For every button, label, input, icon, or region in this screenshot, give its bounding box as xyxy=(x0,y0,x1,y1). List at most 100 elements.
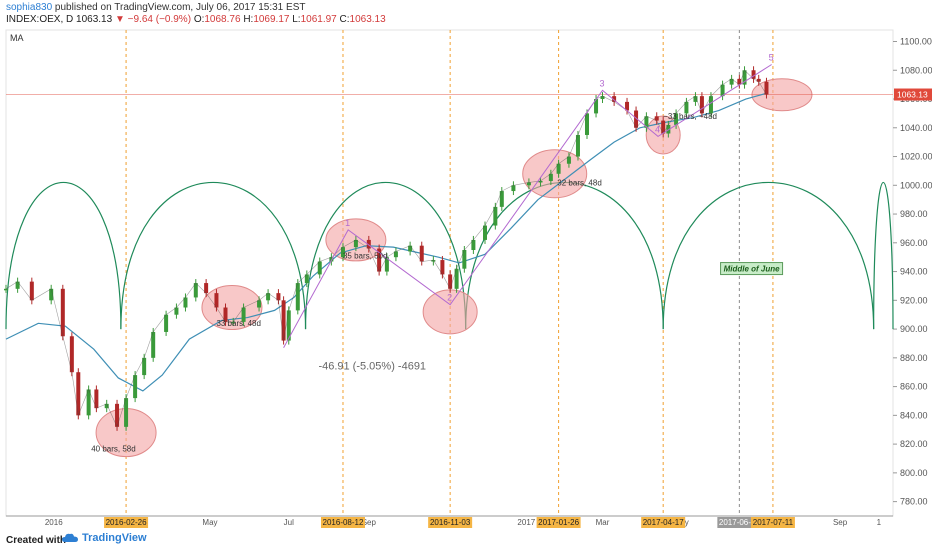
price-candle xyxy=(737,78,742,85)
annotation-label: 32 bars, 48d xyxy=(557,178,601,187)
price-candle xyxy=(708,96,713,114)
y-tick-label: 820.00 xyxy=(900,439,928,449)
symbol-label[interactable]: INDEX:OEX, D xyxy=(6,14,74,25)
price-candle xyxy=(317,261,322,275)
cycle-arc xyxy=(873,182,894,330)
date-marker-badge xyxy=(641,517,686,528)
price-candle xyxy=(124,398,129,427)
price-candle xyxy=(699,96,704,114)
open-value: 1068.76 xyxy=(204,14,241,25)
price-candle xyxy=(257,300,262,308)
price-candle xyxy=(756,78,761,82)
low-value: 1061.97 xyxy=(300,14,337,25)
price-candle xyxy=(499,191,504,207)
price-candle xyxy=(104,403,109,409)
price-candle xyxy=(612,96,617,102)
price-candle xyxy=(440,260,445,275)
price-candle xyxy=(729,78,734,85)
price-candle xyxy=(4,288,8,291)
y-tick-label: 860.00 xyxy=(900,382,928,392)
price-candle xyxy=(408,245,413,252)
date-marker-label: 2016-02-26 xyxy=(106,518,147,527)
price-candle xyxy=(751,70,756,79)
price-candle xyxy=(625,101,630,111)
price-candle xyxy=(693,96,698,102)
x-tick-label: Jul xyxy=(284,518,294,527)
price-candle xyxy=(493,206,498,226)
price-candle xyxy=(511,185,516,192)
price-candle xyxy=(377,248,382,272)
last-price-value: 1063.13 xyxy=(76,14,113,25)
date-marker-badge xyxy=(750,517,795,528)
x-tick-label: Sep xyxy=(362,518,377,527)
price-candle xyxy=(661,120,666,134)
tradingview-logo[interactable]: TradingView xyxy=(62,532,147,544)
indicator-label: MA xyxy=(10,33,24,43)
price-candle xyxy=(151,331,156,358)
date-marker-label: 2016-08-12 xyxy=(323,518,364,527)
price-candle xyxy=(286,310,291,341)
price-candle xyxy=(60,288,65,337)
y-tick-label: 1040.00 xyxy=(900,123,932,133)
y-tick-label: 920.00 xyxy=(900,295,928,305)
pivot-label: 2 xyxy=(447,293,452,303)
published-text: published on TradingView.com, July 06, 2… xyxy=(52,2,306,13)
x-tick-label: Mar xyxy=(596,518,610,527)
note-box xyxy=(720,262,784,276)
note-label: Middle of June xyxy=(724,265,781,274)
last-price-badge xyxy=(894,88,932,101)
x-tick-label: 2017 xyxy=(517,518,535,527)
open-label: O: xyxy=(193,14,205,25)
close-label: C: xyxy=(339,14,350,25)
high-label: H: xyxy=(243,14,254,25)
created-with-label: Created with xyxy=(6,535,67,546)
price-candle xyxy=(223,307,228,322)
price-candle xyxy=(431,260,436,262)
price-candle xyxy=(115,403,120,427)
price-candle xyxy=(29,281,34,301)
price-candle xyxy=(585,113,590,135)
x-tick-label: 1 xyxy=(877,518,882,527)
close-value: 1063.13 xyxy=(349,14,386,25)
y-tick-label: 1020.00 xyxy=(900,152,932,162)
y-tick-label: 780.00 xyxy=(900,497,928,507)
price-candle xyxy=(241,307,246,322)
cycle-arc xyxy=(662,182,875,330)
annotation-label: 35 bars, 50d xyxy=(343,252,387,261)
y-tick-label: 1080.00 xyxy=(900,65,932,75)
y-tick-label: 1100.00 xyxy=(900,37,932,47)
price-chart[interactable]: 780.00 800.00 820.00 840.00 860.00 880.00 900.… xyxy=(0,0,932,530)
ohlc-line: INDEX:OEX, D 1063.13 ▼ −9.64 (−0.9%) O:1… xyxy=(6,14,932,26)
cloud-icon xyxy=(62,533,78,542)
date-marker-badge xyxy=(104,517,149,528)
date-marker-label: 2017-04-17 xyxy=(643,518,684,527)
price-candle xyxy=(15,281,20,289)
price-candle xyxy=(276,293,281,301)
date-marker-badge xyxy=(320,517,365,528)
price-candle xyxy=(384,257,389,272)
y-tick-label: 1000.00 xyxy=(900,180,932,190)
publish-line: sophia830 published on TradingView.com, … xyxy=(6,2,932,14)
price-candle xyxy=(174,307,179,315)
price-candle xyxy=(666,124,671,134)
price-candle xyxy=(462,249,467,269)
date-marker-label: 2016-11-03 xyxy=(430,518,471,527)
low-label: L: xyxy=(292,14,301,25)
ma-line xyxy=(5,92,767,392)
price-candle xyxy=(193,283,198,298)
price-candle xyxy=(86,389,91,416)
date-marker-badge xyxy=(717,517,762,528)
price-candle xyxy=(654,116,659,121)
price-candle xyxy=(684,101,689,114)
price-candle xyxy=(644,116,649,128)
price-candle xyxy=(133,375,138,399)
price-candle xyxy=(538,180,543,183)
price-candle xyxy=(674,113,679,125)
pivot-label: 4 xyxy=(655,124,660,134)
price-candle xyxy=(329,257,334,262)
username-link[interactable]: sophia830 xyxy=(6,2,53,13)
price-candle xyxy=(281,300,286,341)
price-candle xyxy=(742,70,747,85)
price-candle xyxy=(49,288,54,301)
pivot-label: 5 xyxy=(769,53,774,63)
